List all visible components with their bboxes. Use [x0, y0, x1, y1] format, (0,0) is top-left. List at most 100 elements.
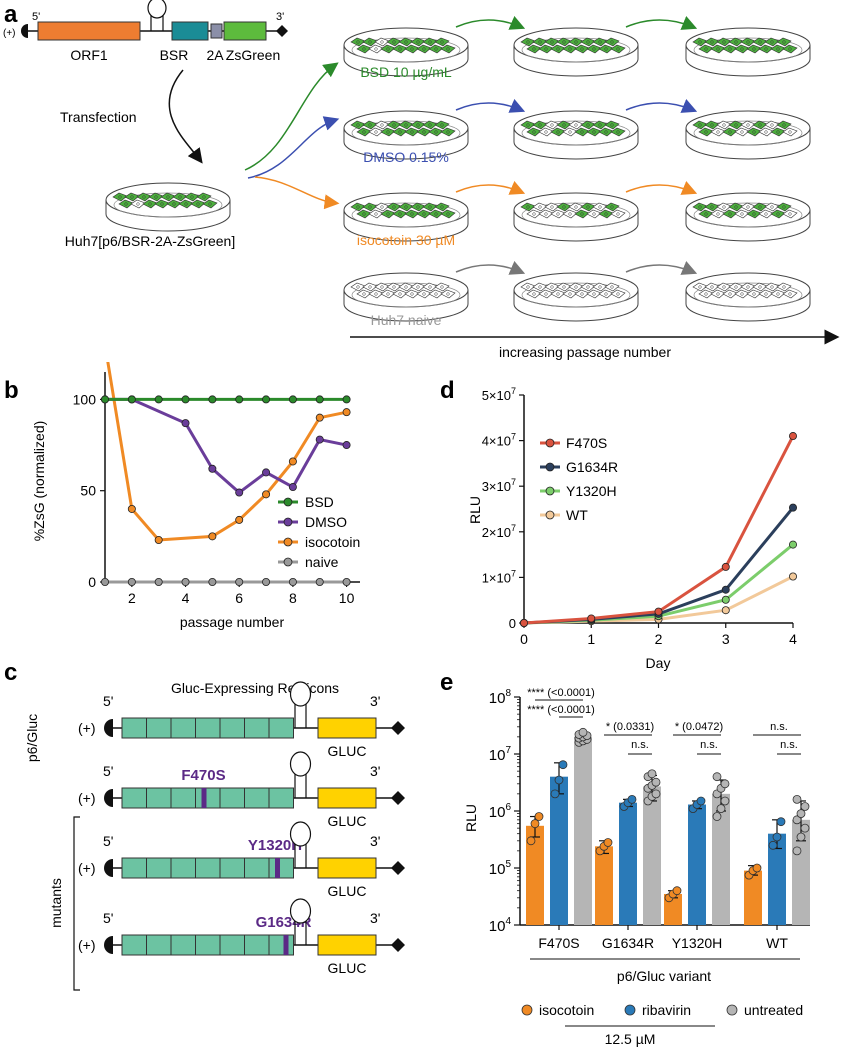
nucleus-icon	[398, 212, 402, 216]
c-orf-segment	[195, 787, 221, 809]
e-data-point	[530, 819, 540, 829]
c-five-cap-icon	[104, 719, 113, 737]
nucleus-icon	[398, 292, 402, 296]
c-gluc-label: GLUC	[328, 960, 367, 976]
d-axes: 0 1×107 2×107 3×107 4×107 5×107 0 1 2 3 4	[482, 386, 797, 647]
nucleus-icon	[190, 195, 194, 199]
cell-icon	[604, 282, 620, 292]
nucleus-icon	[544, 130, 548, 134]
nucleus-icon	[746, 40, 750, 44]
d-point-g1634r	[721, 585, 730, 594]
nucleus-icon	[368, 285, 372, 289]
c-plus-label: (+)	[78, 860, 96, 876]
nucleus-icon	[410, 130, 414, 134]
nucleus-icon	[704, 212, 708, 216]
d-legend-label-f470s: F470S	[566, 435, 607, 451]
d-legend-marker	[545, 486, 555, 496]
cell-icon	[782, 289, 798, 299]
d-line-g1634r	[523, 506, 795, 625]
nucleus-icon	[752, 130, 756, 134]
e-legend-label-ribavirin: ribavirin	[642, 1002, 691, 1018]
d-y-axis-label: RLU	[467, 496, 483, 524]
nucleus-icon	[770, 123, 774, 127]
c-orf-segment	[170, 934, 196, 956]
b-legend-label-dmso: DMSO	[305, 514, 347, 530]
d-legend: F470S G1634R Y1320H WT	[540, 435, 618, 523]
cell-icon	[434, 37, 450, 47]
e-data-point	[651, 777, 661, 787]
condition-label-bsd: BSD 10 µg/mL	[360, 64, 452, 80]
e-data-point	[800, 802, 810, 811]
nucleus-icon	[610, 40, 614, 44]
e-legend-marker-isocotoin	[521, 1004, 533, 1016]
b-point-dmso	[235, 488, 244, 497]
nucleus-icon	[386, 47, 390, 51]
e-bar-ribavirin-y1320h	[688, 804, 706, 925]
nucleus-icon	[722, 40, 726, 44]
d-point-f470s	[789, 432, 798, 441]
nucleus-icon	[416, 123, 420, 127]
e-bar-untreated-wt	[792, 819, 810, 925]
nucleus-icon	[598, 205, 602, 209]
b-legend-label-naive: naive	[305, 554, 339, 570]
e-y-tick-label: 105	[489, 859, 512, 878]
nucleus-icon	[124, 202, 128, 206]
passage-arrow	[625, 99, 698, 113]
nucleus-icon	[142, 195, 146, 199]
nucleus-icon	[586, 40, 590, 44]
b-point-naive	[315, 578, 324, 587]
d-y-tick-label: 4×107	[482, 432, 516, 449]
b-point-isocotoin	[127, 504, 136, 513]
e-data-point	[672, 886, 682, 896]
nucleus-icon	[764, 212, 768, 216]
nucleus-icon	[556, 130, 560, 134]
e-data-point	[627, 794, 637, 804]
nucleus-icon	[440, 205, 444, 209]
b-point-dmso	[181, 419, 190, 428]
d-y-tick-label: 0	[509, 616, 516, 631]
nucleus-icon	[178, 195, 182, 199]
nucleus-icon	[374, 47, 378, 51]
e-y-axis-label: RLU	[463, 804, 479, 832]
c-three-prime: 3'	[370, 910, 380, 926]
e-data-point	[603, 838, 613, 847]
d-point-y1320h	[789, 540, 798, 549]
plus-strand-label: (+)	[3, 28, 16, 39]
nucleus-icon	[610, 123, 614, 127]
c-orf-segment	[219, 787, 245, 809]
nucleus-icon	[532, 130, 536, 134]
nucleus-icon	[574, 285, 578, 289]
e-data-point	[776, 817, 786, 827]
nucleus-icon	[598, 123, 602, 127]
c-three-end-icon	[391, 861, 405, 875]
condition-label-naive: Huh7 naive	[371, 312, 442, 328]
nucleus-icon	[592, 292, 596, 296]
nucleus-icon	[526, 123, 530, 127]
cell-icon	[196, 192, 212, 202]
e-data-point	[578, 727, 588, 737]
nucleus-icon	[538, 205, 542, 209]
b-legend: BSD DMSO isocotoin naive	[278, 494, 360, 570]
nucleus-icon	[440, 285, 444, 289]
nucleus-icon	[392, 123, 396, 127]
nucleus-icon	[770, 285, 774, 289]
nucleus-icon	[404, 40, 408, 44]
c-five-cap-icon	[104, 936, 113, 954]
nucleus-icon	[782, 285, 786, 289]
e-annotation: * (0.0472)	[675, 721, 723, 733]
bsr-box	[171, 21, 209, 41]
b-point-bsd	[101, 395, 110, 404]
b-x-tick-label: 2	[128, 590, 136, 606]
c-stem	[294, 844, 307, 868]
d-point-f470s	[520, 619, 529, 628]
nucleus-icon	[704, 47, 708, 51]
e-data-point	[720, 779, 730, 789]
c-orf-segment	[268, 934, 294, 956]
c-orf-segment	[121, 787, 147, 809]
nucleus-icon	[556, 47, 560, 51]
nucleus-icon	[586, 285, 590, 289]
e-bar-ribavirin-f470s	[550, 776, 568, 925]
nucleus-icon	[716, 212, 720, 216]
c-orf-segment	[195, 717, 221, 739]
e-data-point	[550, 789, 560, 799]
